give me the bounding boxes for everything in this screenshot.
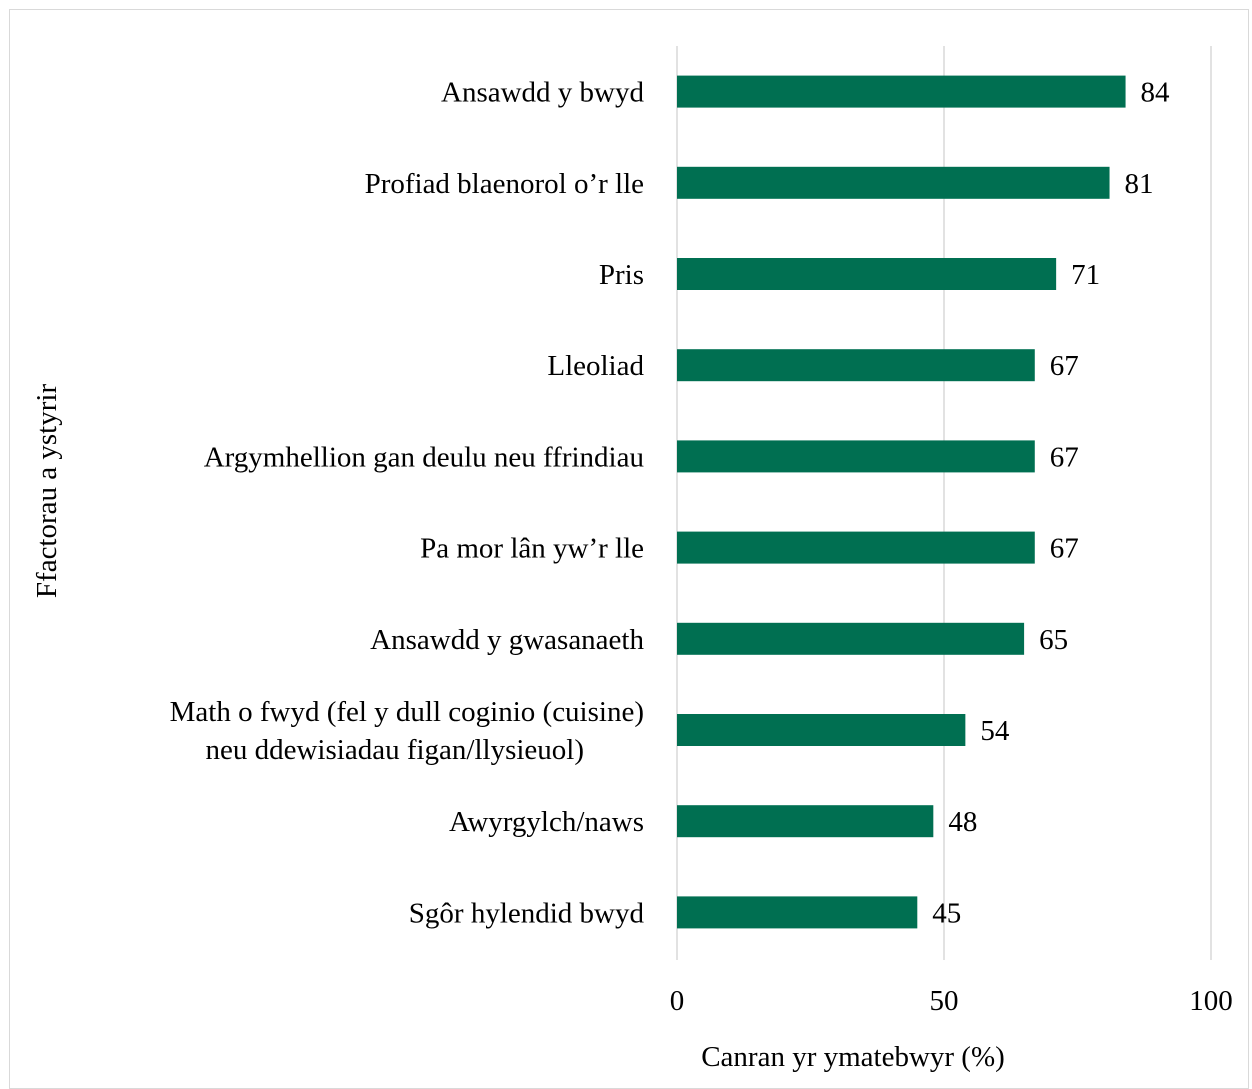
category-label-line: Math o fwyd (fel y dull coginio (cuisine… bbox=[170, 696, 644, 728]
category-label: Argymhellion gan deulu neu ffrindiau bbox=[204, 441, 644, 473]
bar bbox=[677, 349, 1035, 382]
category-label: Math o fwyd (fel y dull coginio (cuisine… bbox=[170, 696, 644, 766]
data-label: 54 bbox=[980, 715, 1010, 747]
category-label-line: Ansawdd y gwasanaeth bbox=[370, 624, 644, 656]
category-label-line: Argymhellion gan deulu neu ffrindiau bbox=[204, 441, 644, 473]
x-tick-label: 0 bbox=[670, 985, 685, 1017]
bar bbox=[677, 805, 934, 838]
value-labels: 84 81 71 67 67 67 65 54 48 45 bbox=[932, 77, 1170, 930]
bar bbox=[677, 440, 1035, 473]
y-axis-title: Ffactorau a ystyrir bbox=[31, 384, 63, 599]
category-label: Ansawdd y gwasanaeth bbox=[370, 624, 644, 656]
x-tick-labels: 0 50 100 bbox=[670, 985, 1233, 1017]
bar bbox=[677, 75, 1126, 108]
data-label: 67 bbox=[1050, 533, 1079, 565]
data-label: 67 bbox=[1050, 350, 1079, 382]
category-label: Pris bbox=[599, 259, 644, 291]
data-label: 67 bbox=[1050, 441, 1079, 473]
category-label: Profiad blaenorol o’r lle bbox=[365, 168, 644, 200]
category-label-line: Lleoliad bbox=[547, 350, 644, 382]
category-label-line: Awyrgylch/naws bbox=[449, 806, 644, 838]
category-label: Awyrgylch/naws bbox=[449, 806, 644, 838]
x-tick-label: 100 bbox=[1189, 985, 1233, 1017]
category-label-line: neu ddewisiadau figan/llysieuol) bbox=[205, 734, 584, 766]
bar bbox=[677, 714, 966, 746]
category-label: Lleoliad bbox=[547, 350, 644, 382]
category-labels: Ansawdd y bwyd Profiad blaenorol o’r lle P… bbox=[170, 77, 645, 930]
bar bbox=[677, 622, 1025, 655]
bars bbox=[677, 75, 1126, 929]
data-label: 45 bbox=[932, 897, 961, 929]
bar bbox=[677, 896, 918, 929]
bar bbox=[677, 258, 1057, 290]
bar bbox=[677, 166, 1110, 199]
category-label-line: Ansawdd y bwyd bbox=[441, 77, 644, 109]
category-label: Ansawdd y bwyd bbox=[441, 77, 644, 109]
category-label-line: Profiad blaenorol o’r lle bbox=[365, 168, 644, 200]
category-label-line: Pa mor lân yw’r lle bbox=[420, 533, 644, 565]
data-label: 71 bbox=[1071, 259, 1100, 291]
x-axis-title: Canran yr ymatebwyr (%) bbox=[701, 1041, 1005, 1073]
category-label-line: Sgôr hylendid bwyd bbox=[409, 897, 645, 929]
data-label: 48 bbox=[948, 806, 977, 838]
data-label: 81 bbox=[1125, 168, 1154, 200]
bar bbox=[677, 531, 1035, 564]
category-label-line: Pris bbox=[599, 259, 644, 291]
data-label: 84 bbox=[1141, 77, 1171, 109]
data-label: 65 bbox=[1039, 624, 1068, 656]
x-tick-label: 50 bbox=[930, 985, 959, 1017]
category-label: Sgôr hylendid bwyd bbox=[409, 897, 645, 929]
category-label: Pa mor lân yw’r lle bbox=[420, 533, 644, 565]
